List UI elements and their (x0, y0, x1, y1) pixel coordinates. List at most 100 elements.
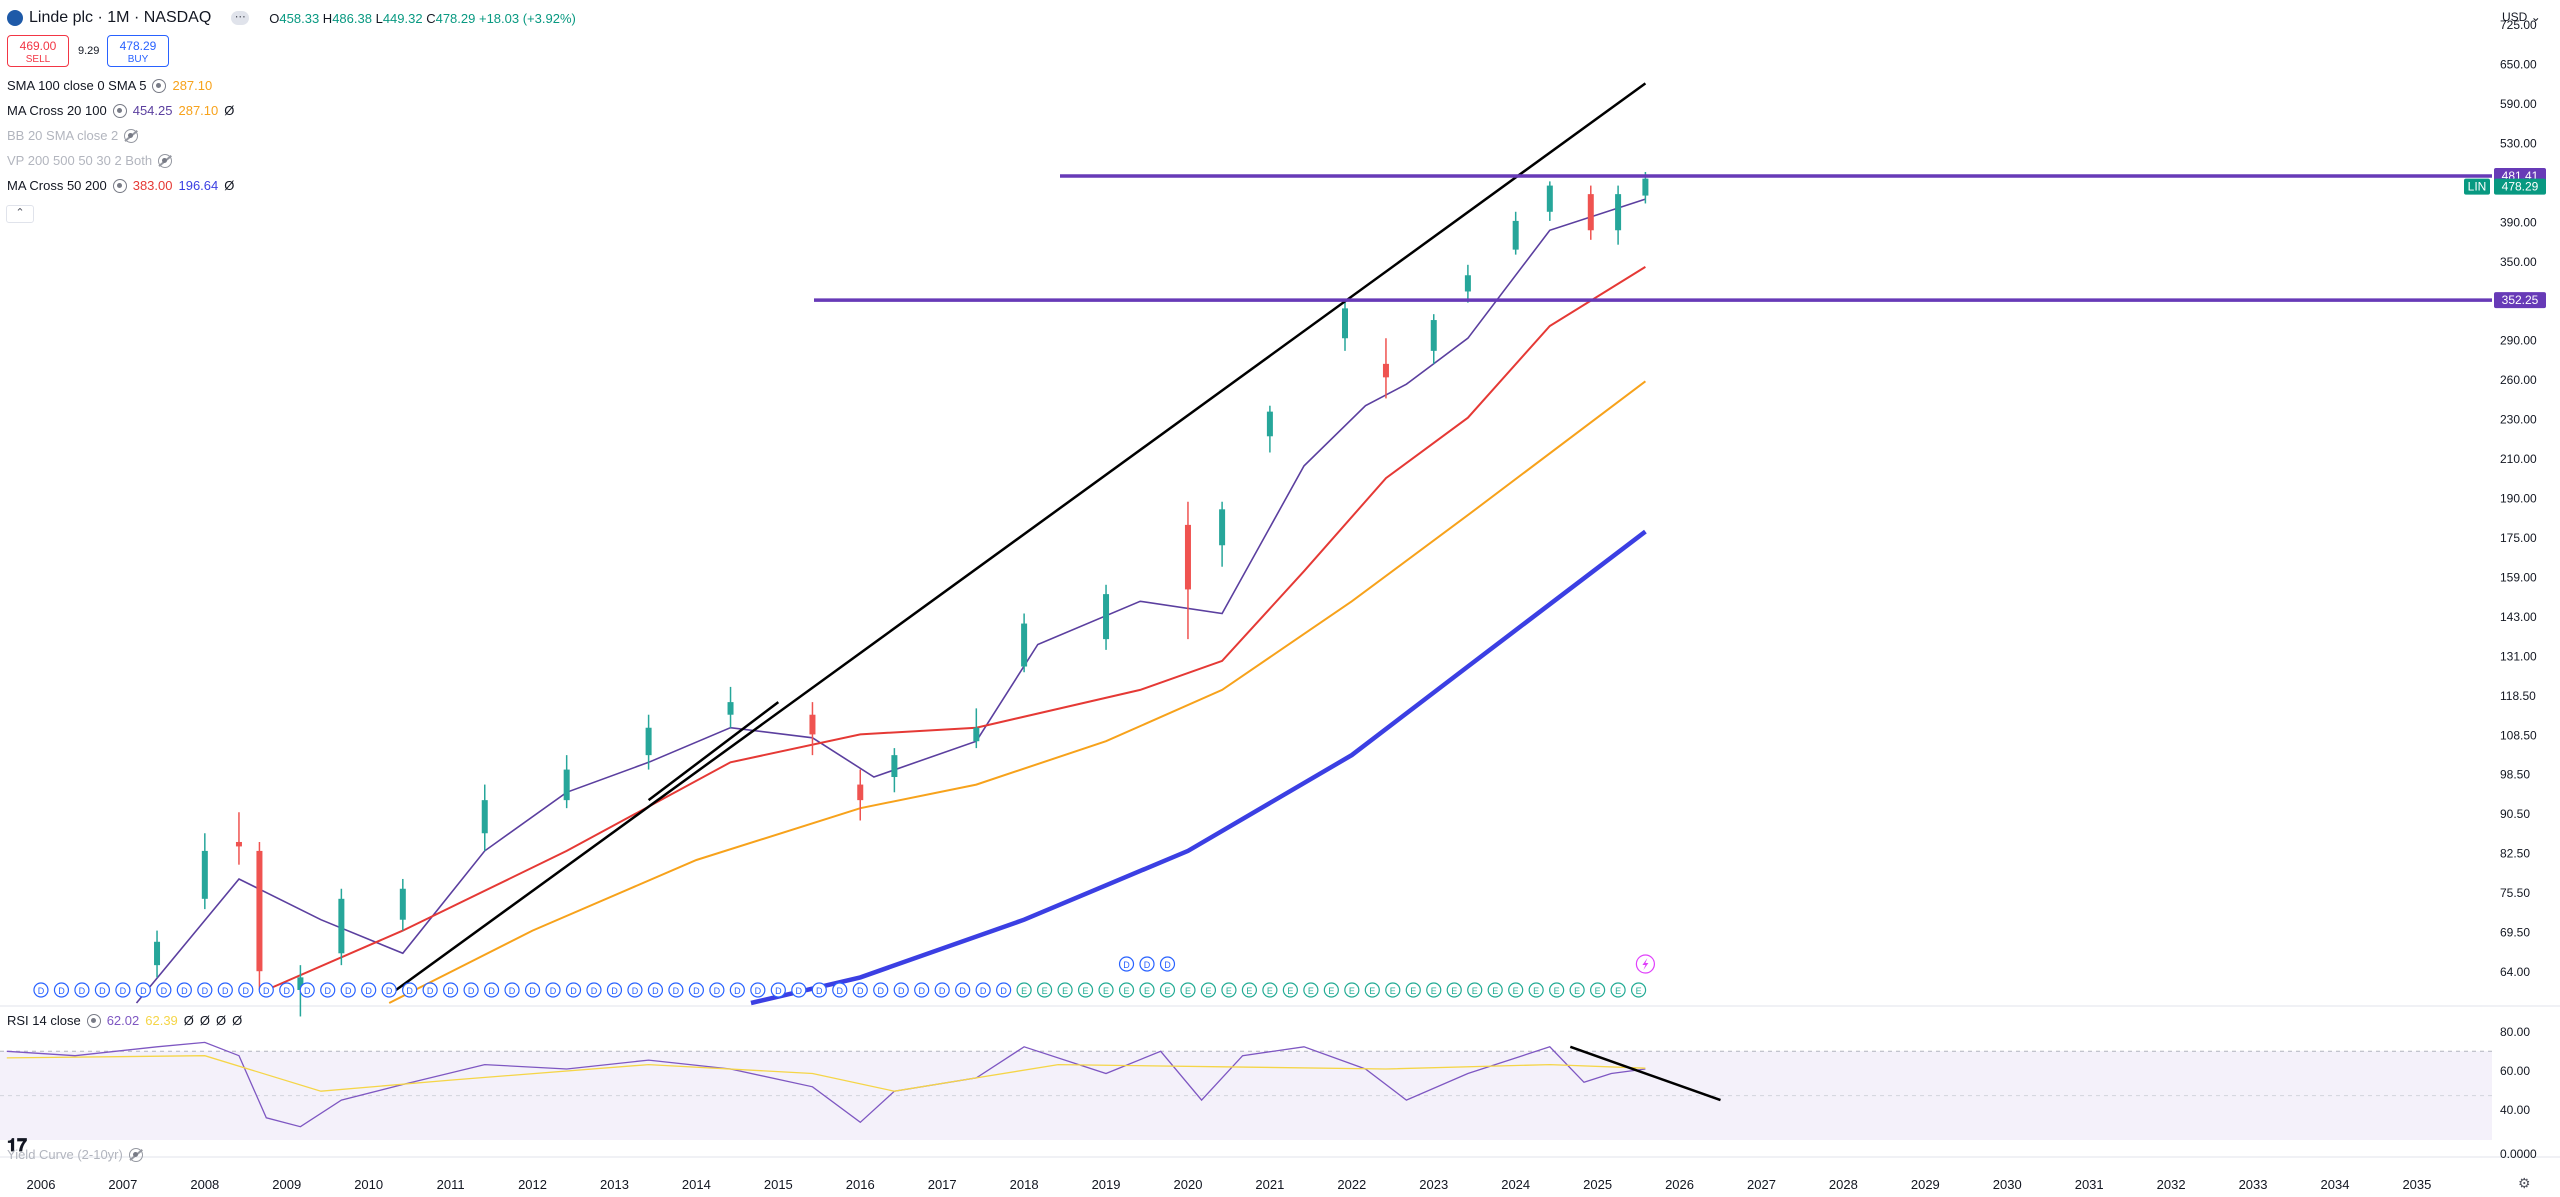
eye-icon[interactable] (112, 178, 127, 193)
dividend-marker[interactable] (135, 982, 151, 998)
collapse-icon[interactable]: ⋯ (231, 11, 250, 25)
dividend-marker[interactable] (176, 982, 192, 998)
dividend-marker[interactable] (709, 982, 725, 998)
earnings-marker[interactable] (1221, 982, 1237, 998)
dividend-marker[interactable] (422, 982, 438, 998)
earnings-marker[interactable] (1282, 982, 1298, 998)
dividend-marker[interactable] (914, 982, 930, 998)
dividend-marker[interactable] (238, 982, 254, 998)
earnings-marker[interactable] (1569, 982, 1585, 998)
dividend-marker[interactable] (791, 982, 807, 998)
symbol-title[interactable]: Linde plc · 1M · NASDAQ (29, 9, 212, 26)
dividend-marker[interactable] (443, 982, 459, 998)
dividend-marker[interactable] (852, 982, 868, 998)
eye-icon[interactable] (152, 78, 167, 93)
earnings-marker[interactable] (1016, 982, 1032, 998)
sell-button[interactable]: 469.00 SELL (7, 35, 69, 67)
dividend-marker[interactable] (647, 982, 664, 998)
dividend-marker[interactable] (996, 982, 1012, 998)
dividend-marker[interactable] (586, 982, 602, 998)
dividend-marker[interactable] (402, 982, 418, 998)
earnings-marker[interactable] (1077, 982, 1094, 998)
dividend-marker[interactable] (33, 982, 49, 998)
dividend-marker[interactable] (627, 982, 643, 998)
earnings-marker[interactable] (1364, 982, 1380, 998)
dividend-marker[interactable] (565, 982, 582, 998)
dividend-marker[interactable] (74, 982, 90, 998)
hidden-eye-icon[interactable] (158, 153, 173, 168)
dividend-marker[interactable] (504, 982, 520, 998)
dividend-marker[interactable] (156, 982, 172, 998)
earnings-marker[interactable] (1118, 982, 1135, 998)
dividend-marker[interactable] (381, 982, 397, 998)
earnings-marker[interactable] (1405, 982, 1421, 998)
dividend-marker[interactable] (832, 982, 848, 998)
rsi-trend-line[interactable] (1569, 1045, 1721, 1102)
earnings-marker[interactable] (1487, 982, 1503, 998)
earnings-marker[interactable] (1159, 982, 1176, 998)
dividend-marker[interactable] (1139, 956, 1155, 972)
earnings-marker[interactable] (1610, 982, 1626, 998)
indicator-row[interactable]: MA Cross 20 100 454.25 287.10 Ø (7, 103, 234, 118)
earnings-marker[interactable] (1323, 982, 1339, 998)
dividend-marker[interactable] (115, 982, 131, 998)
dividend-marker[interactable] (688, 982, 704, 998)
earnings-marker[interactable] (1446, 982, 1462, 998)
earnings-marker[interactable] (1036, 982, 1053, 998)
currency-select[interactable]: USD ⌄ (2502, 10, 2541, 24)
dividend-marker[interactable] (217, 982, 233, 998)
dividend-marker[interactable] (811, 982, 827, 998)
dividend-marker[interactable] (463, 982, 479, 998)
indicator-row[interactable]: MA Cross 50 200 383.00 196.64 Ø (7, 178, 234, 193)
earnings-marker[interactable] (1241, 982, 1258, 998)
hidden-eye-icon[interactable] (128, 1147, 143, 1162)
dividend-marker[interactable] (873, 982, 889, 998)
dividend-marker[interactable] (750, 982, 766, 998)
dividend-marker[interactable] (299, 982, 315, 998)
earnings-marker[interactable] (1139, 982, 1155, 998)
earnings-marker[interactable] (1262, 982, 1278, 998)
earnings-marker[interactable] (1549, 982, 1565, 998)
eye-icon[interactable] (86, 1013, 101, 1028)
dividend-marker[interactable] (524, 982, 541, 998)
dividend-marker[interactable] (770, 982, 786, 998)
dividend-marker[interactable] (340, 982, 356, 998)
dividend-marker[interactable] (279, 982, 295, 998)
earnings-marker[interactable] (1057, 982, 1073, 998)
dividend-marker[interactable] (1159, 956, 1176, 972)
dividend-marker[interactable] (893, 982, 909, 998)
dividend-marker[interactable] (1118, 956, 1135, 972)
dividend-marker[interactable] (258, 982, 274, 998)
dividend-marker[interactable] (975, 982, 991, 998)
collapse-legend-button[interactable]: ⌃ (6, 205, 34, 223)
earnings-marker[interactable] (1344, 982, 1360, 998)
hidden-eye-icon[interactable] (124, 128, 139, 143)
indicator-row[interactable]: BB 20 SMA close 2 (7, 128, 139, 143)
eye-icon[interactable] (112, 103, 127, 118)
settings-gear-icon[interactable]: ⚙ (2518, 1175, 2531, 1191)
earnings-marker[interactable] (1200, 982, 1217, 998)
trend-line[interactable] (395, 82, 1647, 991)
earnings-marker[interactable] (1630, 982, 1647, 998)
dividend-marker[interactable] (483, 982, 500, 998)
earnings-marker[interactable] (1508, 982, 1524, 998)
dividend-marker[interactable] (320, 982, 336, 998)
earnings-marker[interactable] (1098, 982, 1114, 998)
dividend-marker[interactable] (955, 982, 971, 998)
earnings-marker[interactable] (1303, 982, 1319, 998)
earnings-marker[interactable] (1180, 982, 1196, 998)
dividend-marker[interactable] (197, 982, 213, 998)
earnings-marker[interactable] (1426, 982, 1442, 998)
dividend-marker[interactable] (94, 982, 111, 998)
indicator-row[interactable]: VP 200 500 50 30 2 Both (7, 153, 173, 168)
dividend-marker[interactable] (53, 982, 70, 998)
buy-button[interactable]: 478.29 BUY (107, 35, 169, 67)
indicator-row[interactable]: SMA 100 close 0 SMA 5 287.10 (7, 78, 212, 93)
earnings-marker[interactable] (1590, 982, 1606, 998)
dividend-marker[interactable] (729, 982, 745, 998)
dividend-marker[interactable] (606, 982, 623, 998)
earnings-marker[interactable] (1528, 982, 1544, 998)
earnings-marker[interactable] (1467, 982, 1483, 998)
dividend-marker[interactable] (934, 982, 950, 998)
